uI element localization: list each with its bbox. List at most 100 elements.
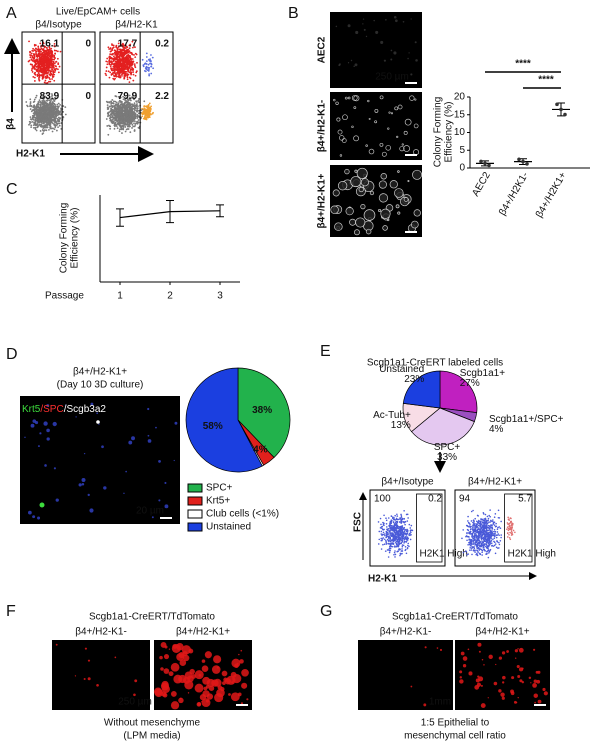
axis-label: β4 (6, 118, 17, 130)
flow-dot (29, 101, 32, 103)
gate-value: 0.2 (428, 494, 442, 505)
flow-dot (118, 76, 121, 79)
flow-dot (478, 552, 481, 555)
flow-dot (489, 525, 491, 527)
flow-dot (118, 97, 121, 100)
cell-spot (395, 204, 400, 209)
flow-dot (401, 548, 403, 550)
flow-dot (40, 57, 42, 60)
flow-dot (492, 534, 495, 537)
flow-dot (402, 531, 404, 534)
flow-dot (118, 109, 121, 112)
flow-dot (121, 102, 123, 104)
x-axis-label: Passage (45, 291, 84, 302)
cell-spot (403, 197, 409, 202)
flow-dot (48, 45, 51, 48)
cell-spot (393, 51, 397, 55)
flow-dot (42, 57, 45, 59)
flow-dot (45, 122, 48, 125)
pie-label: 58% (203, 421, 223, 432)
flow-dot (397, 532, 399, 535)
flow-dot (377, 521, 380, 523)
flow-dot (483, 539, 485, 542)
flow-dot (109, 53, 112, 56)
x-tick-label: β4+/H2K1- (497, 170, 531, 217)
flow-dot (400, 525, 403, 528)
flow-dot (48, 129, 50, 131)
flow-dot (62, 105, 65, 107)
flow-dot (491, 533, 493, 536)
cell-spot (174, 421, 178, 425)
flow-plot-frame (21, 31, 96, 144)
flow-dot (136, 115, 139, 118)
cell-spot (354, 169, 358, 173)
flow-dot (486, 541, 488, 544)
flow-dot (48, 117, 51, 119)
axis-label: H2-K1 (16, 149, 45, 160)
stain-legend: Krt5/SPC/Scgb3a2 (22, 404, 106, 415)
flow-dot (110, 108, 113, 110)
stain-name: Krt5 (22, 404, 41, 415)
flow-dot (122, 72, 125, 75)
flow-dot (41, 56, 43, 58)
flow-dot (472, 519, 475, 522)
cell-spot (81, 482, 85, 486)
flow-dot (396, 520, 399, 523)
flow-dot (41, 65, 44, 68)
flow-dot (480, 538, 483, 541)
flow-dot (33, 76, 36, 79)
flow-dot (467, 520, 469, 522)
flow-dot (131, 108, 134, 111)
flow-dot (401, 544, 404, 546)
flow-dot (29, 116, 32, 119)
flow-dot (475, 530, 477, 532)
cell-spot (164, 504, 169, 509)
flow-dot (395, 530, 398, 533)
cell-spot (355, 217, 366, 228)
flow-dot (487, 556, 490, 559)
flow-dot (474, 528, 476, 531)
flow-dot (128, 50, 131, 53)
flow-dot (476, 528, 479, 531)
flow-dot (390, 526, 393, 528)
flow-dot (145, 111, 148, 113)
flow-dot (131, 63, 133, 66)
flow-dot (113, 51, 116, 54)
flow-dot (400, 516, 403, 518)
flow-dot (56, 50, 59, 53)
flow-dot (471, 545, 473, 548)
flow-dot (37, 101, 40, 103)
flow-dot (507, 532, 509, 534)
flow-dot (401, 545, 404, 548)
flow-dot (487, 524, 490, 527)
flow-dot (47, 97, 49, 100)
flow-dot (128, 120, 130, 123)
flow-dot (479, 541, 482, 543)
flow-dot (142, 111, 145, 113)
gate-value: 94 (459, 494, 471, 505)
flow-dot (33, 80, 36, 82)
cell-spot (412, 169, 423, 180)
flow-dot (116, 127, 119, 130)
flow-dot (43, 125, 45, 128)
cell-spot (128, 440, 133, 445)
flow-dot (509, 527, 511, 529)
flow-dot (397, 525, 400, 528)
cell-spot (360, 204, 366, 210)
flow-dot (405, 535, 407, 538)
flow-dot (472, 528, 474, 530)
flow-dot (476, 540, 479, 542)
flow-dot (128, 101, 131, 104)
flow-dot (57, 106, 60, 109)
flow-dot (400, 515, 403, 517)
flow-dot (396, 545, 398, 547)
flow-dot (108, 100, 110, 103)
flow-dot (120, 68, 122, 71)
flow-dot (39, 110, 42, 113)
flow-dot (107, 115, 109, 118)
flow-dot (35, 94, 38, 97)
flow-dot (512, 529, 515, 532)
flow-dot (112, 101, 114, 104)
flow-dot (388, 549, 391, 552)
flow-dot (482, 512, 485, 514)
